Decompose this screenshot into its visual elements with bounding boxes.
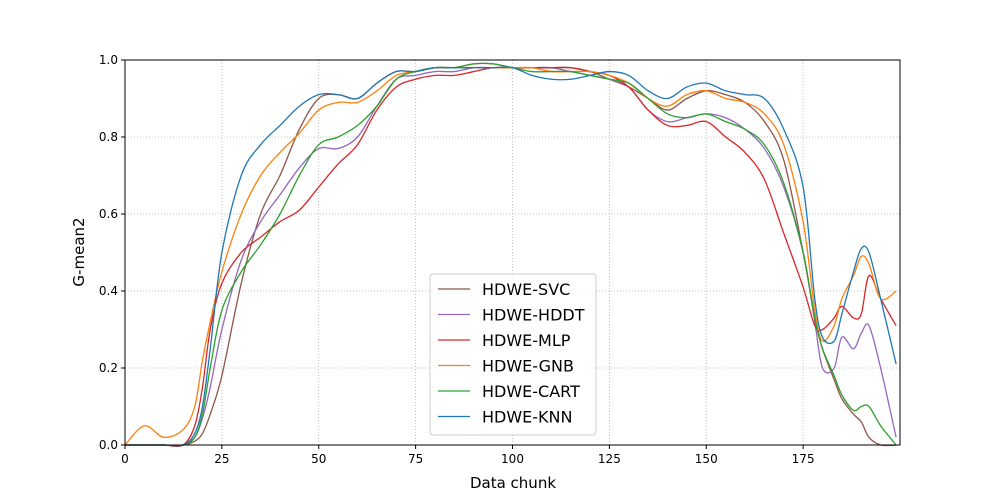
- x-tick-label: 0: [121, 452, 129, 466]
- x-tick-label: 125: [598, 452, 621, 466]
- y-tick-label: 0.6: [99, 207, 118, 221]
- legend-label: HDWE-MLP: [482, 331, 571, 350]
- legend-label: HDWE-GNB: [482, 357, 574, 376]
- legend-label: HDWE-KNN: [482, 408, 572, 427]
- legend-label: HDWE-CART: [482, 382, 580, 401]
- x-tick-label: 50: [311, 452, 326, 466]
- x-tick-label: 175: [792, 452, 815, 466]
- x-axis-label: Data chunk: [470, 474, 556, 492]
- x-axis: 0 25 50 75 100 125 150 175: [121, 445, 815, 466]
- y-axis: 0.0 0.2 0.4 0.6 0.8 1.0: [99, 53, 125, 452]
- x-tick-label: 100: [501, 452, 524, 466]
- x-tick-label: 75: [408, 452, 423, 466]
- y-tick-label: 0.0: [99, 438, 118, 452]
- series-line-hdwe-knn: [125, 66, 897, 447]
- y-tick-label: 0.8: [99, 130, 118, 144]
- y-tick-label: 0.2: [99, 361, 118, 375]
- x-tick-label: 25: [214, 452, 229, 466]
- legend: HDWE-SVC HDWE-HDDT HDWE-MLP HDWE-GNB HDWE-CA…: [429, 273, 597, 436]
- series-line-hdwe-cart: [125, 62, 897, 447]
- legend-label: HDWE-SVC: [482, 280, 570, 299]
- y-tick-label: 1.0: [99, 53, 118, 67]
- y-tick-label: 0.4: [99, 284, 118, 298]
- legend-label: HDWE-HDDT: [482, 306, 585, 325]
- y-axis-label: G-mean2: [70, 217, 88, 286]
- legend-box: [429, 273, 597, 436]
- x-tick-label: 150: [695, 452, 718, 466]
- series-lines: [124, 62, 897, 448]
- series-line-hdwe-gnb: [124, 66, 897, 446]
